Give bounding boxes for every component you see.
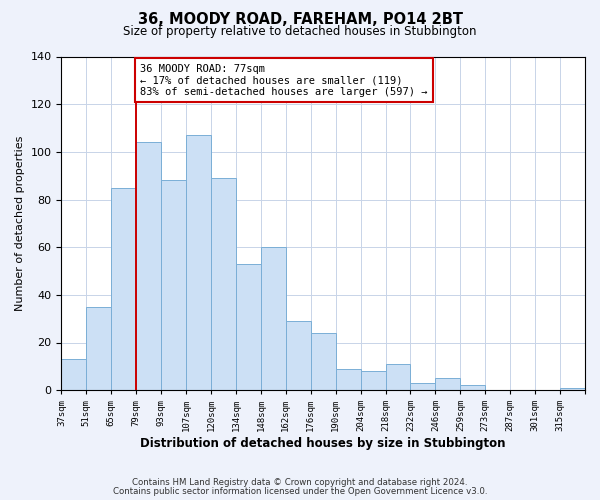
Bar: [136, 142, 161, 390]
Bar: [186, 135, 211, 390]
Bar: [335, 368, 361, 390]
Bar: [410, 383, 436, 390]
Text: Contains HM Land Registry data © Crown copyright and database right 2024.: Contains HM Land Registry data © Crown c…: [132, 478, 468, 487]
Bar: [261, 247, 286, 390]
X-axis label: Distribution of detached houses by size in Stubbington: Distribution of detached houses by size …: [140, 437, 506, 450]
Bar: [361, 371, 386, 390]
Bar: [236, 264, 261, 390]
Text: Contains public sector information licensed under the Open Government Licence v3: Contains public sector information licen…: [113, 487, 487, 496]
Y-axis label: Number of detached properties: Number of detached properties: [15, 136, 25, 311]
Text: Size of property relative to detached houses in Stubbington: Size of property relative to detached ho…: [123, 25, 477, 38]
Bar: [61, 359, 86, 390]
Bar: [436, 378, 460, 390]
Bar: [386, 364, 410, 390]
Text: 36 MOODY ROAD: 77sqm
← 17% of detached houses are smaller (119)
83% of semi-deta: 36 MOODY ROAD: 77sqm ← 17% of detached h…: [140, 64, 427, 97]
Bar: [560, 388, 585, 390]
Text: 36, MOODY ROAD, FAREHAM, PO14 2BT: 36, MOODY ROAD, FAREHAM, PO14 2BT: [137, 12, 463, 26]
Bar: [111, 188, 136, 390]
Bar: [211, 178, 236, 390]
Bar: [86, 306, 111, 390]
Bar: [286, 321, 311, 390]
Bar: [460, 386, 485, 390]
Bar: [311, 333, 335, 390]
Bar: [161, 180, 186, 390]
